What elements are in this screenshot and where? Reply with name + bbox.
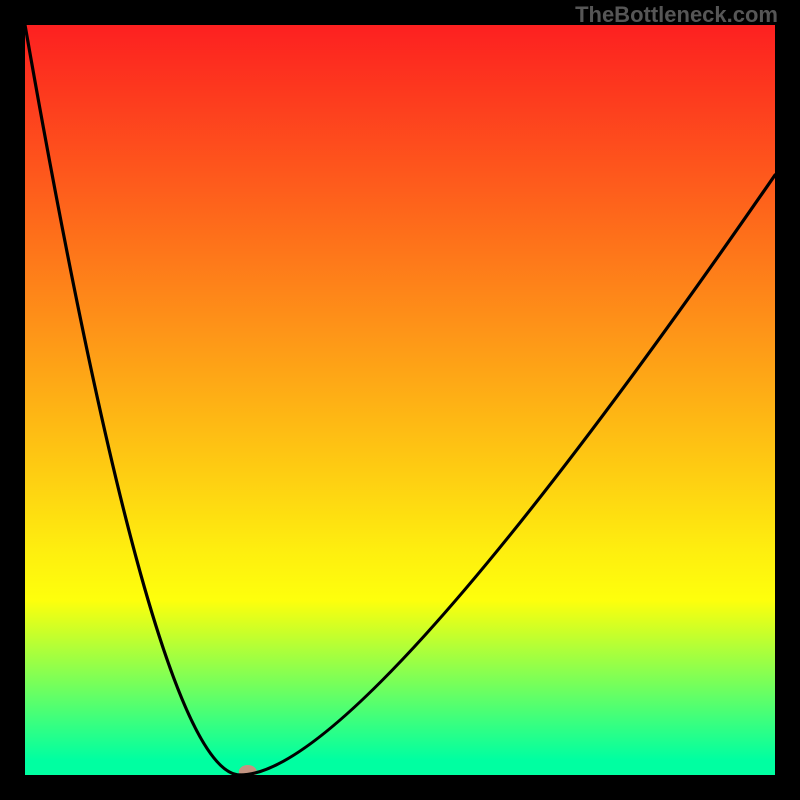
watermark-text: TheBottleneck.com [575,2,778,28]
chart-plot [25,25,775,775]
